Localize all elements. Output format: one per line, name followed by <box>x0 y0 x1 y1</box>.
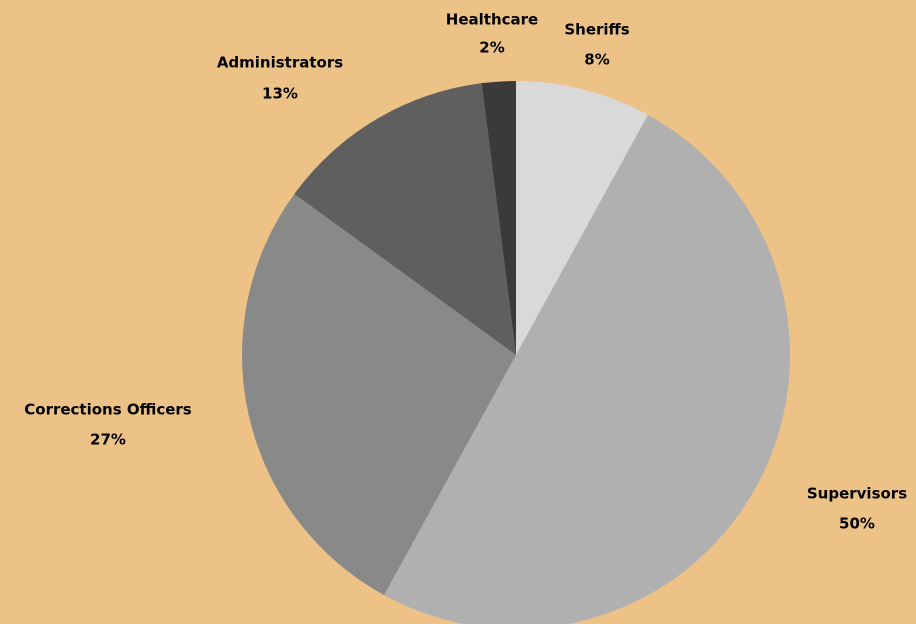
slice-value-label: 50% <box>839 515 875 533</box>
pie-slice <box>481 81 516 355</box>
slice-label: Sheriffs <box>564 21 629 39</box>
slice-label: Healthcare <box>446 11 538 29</box>
pie-slice <box>294 83 516 355</box>
pie-slice <box>516 81 649 355</box>
pie-slice <box>241 193 517 596</box>
slice-value-label: 8% <box>584 51 609 69</box>
pie-slice <box>383 114 790 624</box>
slice-label: Corrections Officers <box>24 401 192 419</box>
slice-value-label: 13% <box>262 85 298 103</box>
slice-value-label: 2% <box>479 39 504 57</box>
slice-label: Administrators <box>217 54 343 72</box>
slice-label: Supervisors <box>807 485 907 503</box>
slice-value-label: 27% <box>90 431 126 449</box>
